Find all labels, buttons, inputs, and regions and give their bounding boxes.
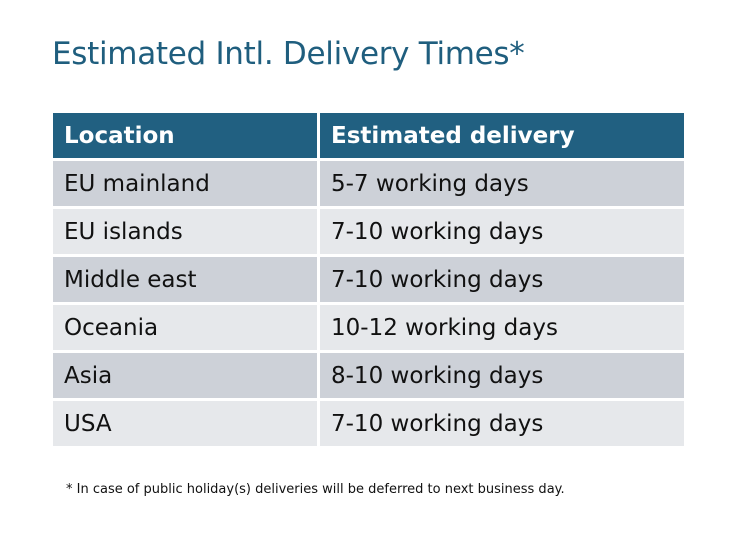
location-cell: EU mainland (53, 161, 317, 206)
header-location: Location (53, 113, 317, 158)
table-row: USA 7-10 working days (53, 401, 684, 446)
delivery-cell: 8-10 working days (320, 353, 684, 398)
delivery-table: Location Estimated delivery EU mainland 5… (50, 110, 687, 449)
page-title: Estimated Intl. Delivery Times* (52, 36, 525, 72)
table-header-row: Location Estimated delivery (53, 113, 684, 158)
location-cell: Asia (53, 353, 317, 398)
table-row: Oceania 10-12 working days (53, 305, 684, 350)
table-row: Middle east 7-10 working days (53, 257, 684, 302)
location-cell: USA (53, 401, 317, 446)
delivery-cell: 5-7 working days (320, 161, 684, 206)
location-cell: Middle east (53, 257, 317, 302)
delivery-cell: 10-12 working days (320, 305, 684, 350)
delivery-cell: 7-10 working days (320, 209, 684, 254)
table-row: Asia 8-10 working days (53, 353, 684, 398)
location-cell: EU islands (53, 209, 317, 254)
table-row: EU islands 7-10 working days (53, 209, 684, 254)
delivery-cell: 7-10 working days (320, 401, 684, 446)
delivery-cell: 7-10 working days (320, 257, 684, 302)
location-cell: Oceania (53, 305, 317, 350)
footnote: * In case of public holiday(s) deliverie… (66, 482, 565, 497)
header-estimated-delivery: Estimated delivery (320, 113, 684, 158)
table-row: EU mainland 5-7 working days (53, 161, 684, 206)
